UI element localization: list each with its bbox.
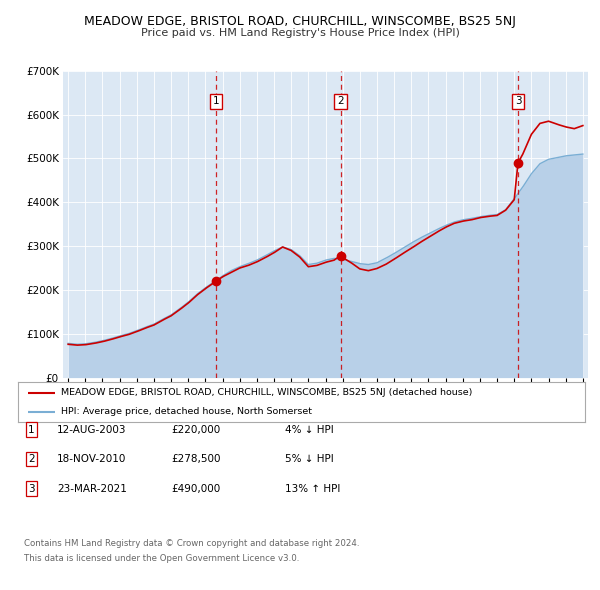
Text: 3: 3 xyxy=(28,484,35,493)
Text: HPI: Average price, detached house, North Somerset: HPI: Average price, detached house, Nort… xyxy=(61,407,311,417)
Text: 2: 2 xyxy=(337,97,344,106)
Text: This data is licensed under the Open Government Licence v3.0.: This data is licensed under the Open Gov… xyxy=(24,555,299,563)
Text: 5% ↓ HPI: 5% ↓ HPI xyxy=(285,454,334,464)
Text: Price paid vs. HM Land Registry's House Price Index (HPI): Price paid vs. HM Land Registry's House … xyxy=(140,28,460,38)
Text: £220,000: £220,000 xyxy=(171,425,220,434)
Text: MEADOW EDGE, BRISTOL ROAD, CHURCHILL, WINSCOMBE, BS25 5NJ: MEADOW EDGE, BRISTOL ROAD, CHURCHILL, WI… xyxy=(84,15,516,28)
Text: Contains HM Land Registry data © Crown copyright and database right 2024.: Contains HM Land Registry data © Crown c… xyxy=(24,539,359,548)
Text: 2: 2 xyxy=(28,454,35,464)
Text: £278,500: £278,500 xyxy=(171,454,221,464)
Text: MEADOW EDGE, BRISTOL ROAD, CHURCHILL, WINSCOMBE, BS25 5NJ (detached house): MEADOW EDGE, BRISTOL ROAD, CHURCHILL, WI… xyxy=(61,388,472,398)
Text: 4% ↓ HPI: 4% ↓ HPI xyxy=(285,425,334,434)
Text: 18-NOV-2010: 18-NOV-2010 xyxy=(57,454,127,464)
Text: 1: 1 xyxy=(28,425,35,434)
Text: 12-AUG-2003: 12-AUG-2003 xyxy=(57,425,127,434)
Text: £490,000: £490,000 xyxy=(171,484,220,493)
Text: 3: 3 xyxy=(515,97,521,106)
Text: 13% ↑ HPI: 13% ↑ HPI xyxy=(285,484,340,493)
Text: 23-MAR-2021: 23-MAR-2021 xyxy=(57,484,127,493)
Text: 1: 1 xyxy=(213,97,220,106)
